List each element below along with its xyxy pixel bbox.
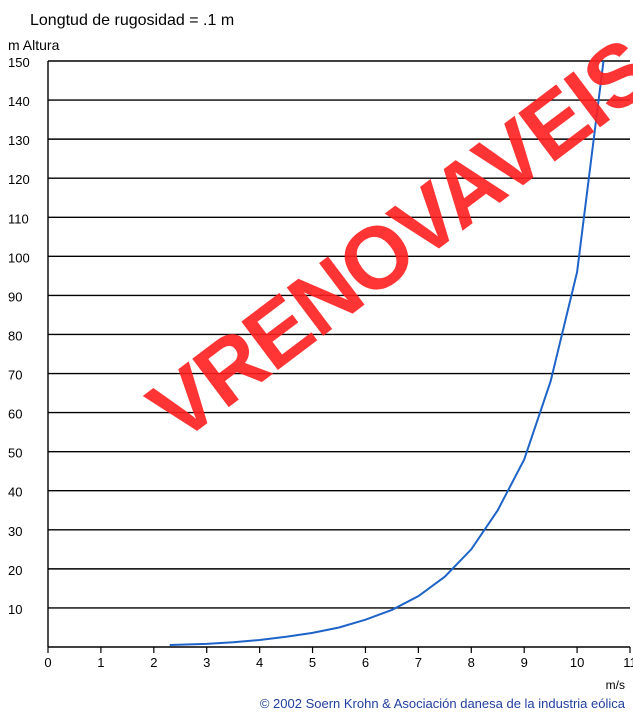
y-tick-label-40: 40 (8, 485, 22, 500)
y-tick-label-120: 120 (8, 172, 30, 187)
y-tick-label-140: 140 (8, 94, 30, 109)
x-axis-label: m/s (605, 678, 625, 692)
x-tick-label-10: 10 (570, 655, 584, 670)
y-tick-label-60: 60 (8, 407, 22, 422)
y-tick-label-80: 80 (8, 328, 22, 343)
y-tick-label-90: 90 (8, 289, 22, 304)
y-tick-label-70: 70 (8, 368, 22, 383)
y-tick-label-10: 10 (8, 602, 22, 617)
y-tick-label-30: 30 (8, 524, 22, 539)
x-tick-label-1: 1 (97, 655, 104, 670)
x-tick-label-7: 7 (415, 655, 422, 670)
x-tick-label-5: 5 (309, 655, 316, 670)
x-tick-label-4: 4 (256, 655, 263, 670)
x-tick-label-6: 6 (362, 655, 369, 670)
y-tick-label-130: 130 (8, 133, 30, 148)
x-tick-label-0: 0 (44, 655, 51, 670)
y-tick-label-100: 100 (8, 250, 30, 265)
copyright-text: © 2002 Soern Krohn & Asociación danesa d… (259, 696, 625, 711)
chart-subtitle: Longtud de rugosidad = .1 m (30, 12, 235, 29)
y-tick-label-150: 150 (8, 55, 30, 70)
y-tick-label-20: 20 (8, 563, 22, 578)
x-tick-label-2: 2 (150, 655, 157, 670)
y-tick-label-110: 110 (8, 211, 29, 226)
y-axis-label: m Altura (8, 37, 60, 53)
x-tick-label-9: 9 (521, 655, 528, 670)
x-tick-label-3: 3 (203, 655, 210, 670)
series-line-0 (169, 60, 605, 646)
x-tick-label-8: 8 (468, 655, 475, 670)
y-tick-label-50: 50 (8, 446, 22, 461)
x-tick-label-11: 11 (623, 655, 633, 670)
